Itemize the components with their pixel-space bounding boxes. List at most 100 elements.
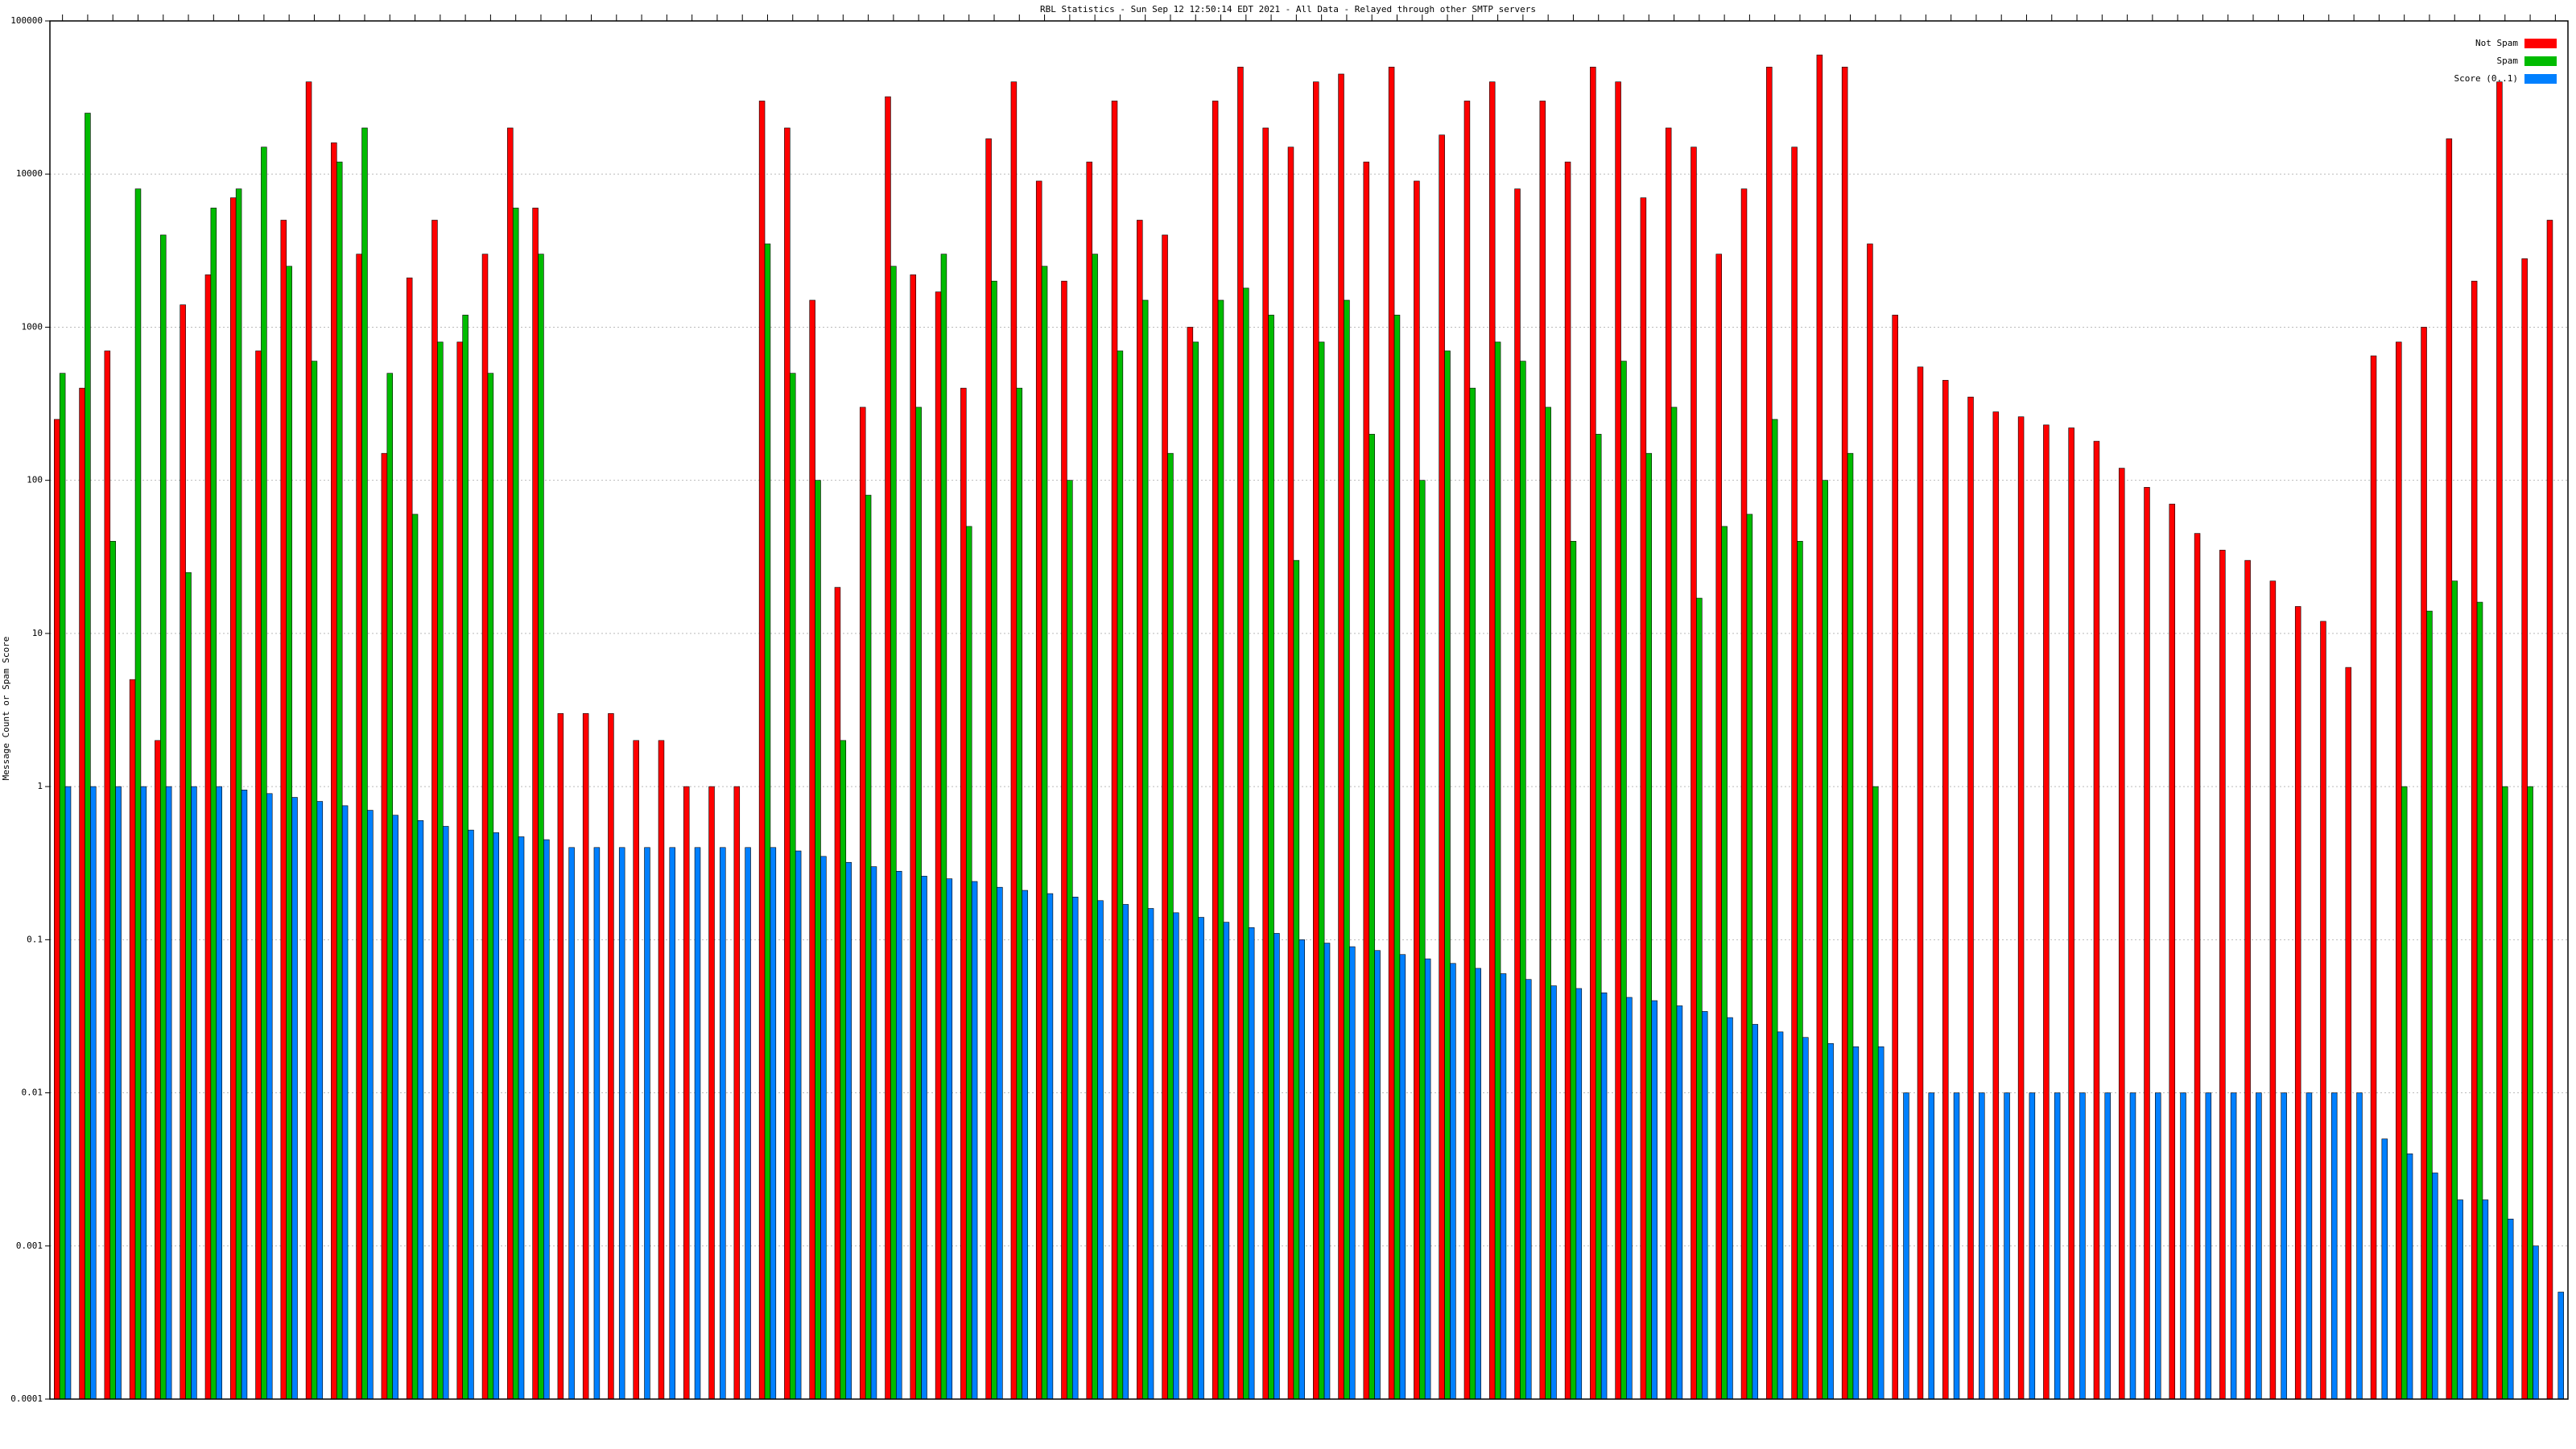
bar xyxy=(1463,101,1471,1400)
bar xyxy=(2356,1092,2363,1400)
bar xyxy=(54,419,60,1400)
bar xyxy=(1298,939,1305,1400)
bar xyxy=(2527,786,2533,1400)
bar xyxy=(1287,147,1294,1400)
bar xyxy=(1525,979,1532,1400)
bar xyxy=(2294,606,2301,1400)
bar xyxy=(1137,220,1143,1400)
bar xyxy=(2155,1092,2161,1400)
bar xyxy=(1313,81,1319,1400)
bar xyxy=(85,113,91,1400)
bar xyxy=(1847,452,1854,1400)
bar xyxy=(1117,350,1124,1400)
bar xyxy=(431,220,438,1400)
bar xyxy=(386,373,394,1400)
bar xyxy=(758,101,766,1400)
bar xyxy=(1147,908,1154,1400)
bar xyxy=(1010,81,1018,1400)
bar xyxy=(885,96,891,1400)
bar xyxy=(229,197,237,1400)
bar xyxy=(1293,559,1300,1400)
bar xyxy=(1419,480,1426,1400)
bar xyxy=(104,350,111,1400)
bar xyxy=(2432,1172,2438,1400)
bar xyxy=(2396,341,2402,1400)
bar xyxy=(532,208,539,1400)
bar xyxy=(381,452,388,1400)
y-tick-label: 10 xyxy=(32,628,43,638)
bar xyxy=(2269,580,2277,1400)
bar xyxy=(2205,1092,2212,1400)
bar xyxy=(1520,361,1526,1400)
bar xyxy=(1595,434,1602,1400)
y-tick-label: 100000 xyxy=(10,15,43,26)
bar xyxy=(960,387,967,1400)
bar xyxy=(1162,234,1168,1400)
bar xyxy=(129,679,136,1400)
y-tick-label: 0.001 xyxy=(16,1241,43,1251)
bar xyxy=(935,291,942,1400)
bar xyxy=(1626,997,1633,1400)
legend-label: Not Spam xyxy=(2475,38,2518,48)
bar xyxy=(140,786,147,1400)
bar xyxy=(64,786,72,1400)
bar xyxy=(2496,81,2503,1400)
bar xyxy=(538,254,544,1400)
y-tick-label: 0.1 xyxy=(27,934,43,944)
bar xyxy=(2004,1092,2010,1400)
bar xyxy=(255,350,262,1400)
bar xyxy=(997,886,1003,1400)
bar xyxy=(1122,904,1129,1400)
bar xyxy=(1344,299,1350,1400)
bar xyxy=(367,810,374,1400)
bar xyxy=(456,341,463,1400)
bar xyxy=(1097,900,1104,1400)
bar xyxy=(1802,1037,1809,1400)
bar xyxy=(1570,541,1577,1400)
bar xyxy=(1600,993,1608,1400)
bar xyxy=(280,220,287,1400)
bar xyxy=(115,786,122,1400)
bar xyxy=(608,713,614,1400)
bar xyxy=(1777,1031,1784,1400)
bar xyxy=(2169,503,2176,1400)
bar xyxy=(2446,138,2453,1400)
bar xyxy=(770,847,777,1400)
bar xyxy=(90,786,97,1400)
bar xyxy=(2345,667,2351,1400)
bar xyxy=(1575,988,1583,1400)
bar xyxy=(1727,1017,1733,1400)
bar xyxy=(311,361,318,1400)
bar xyxy=(2521,258,2528,1400)
bar xyxy=(1841,66,1848,1400)
bar xyxy=(2230,1092,2237,1400)
bar xyxy=(1771,419,1778,1400)
bar xyxy=(361,127,368,1400)
y-tick-label: 10000 xyxy=(16,168,43,179)
bar xyxy=(593,847,601,1400)
bar xyxy=(1349,946,1356,1400)
bar xyxy=(2533,1245,2539,1400)
bar xyxy=(406,277,413,1400)
bar xyxy=(708,786,715,1400)
bar xyxy=(2194,533,2201,1400)
bar xyxy=(1500,973,1507,1400)
bar xyxy=(1797,541,1803,1400)
bar xyxy=(1651,1000,1657,1400)
bar xyxy=(1816,54,1823,1400)
bar xyxy=(1827,1042,1834,1400)
bar xyxy=(1439,134,1445,1400)
bar xyxy=(618,847,625,1400)
legend-swatch xyxy=(2524,39,2557,48)
bar xyxy=(336,161,343,1400)
y-tick-label: 0.01 xyxy=(22,1088,43,1098)
bar xyxy=(1903,1092,1909,1400)
bar xyxy=(1399,954,1406,1400)
bar xyxy=(468,829,474,1400)
bar xyxy=(2426,610,2433,1400)
bar xyxy=(1752,1024,1759,1400)
bar xyxy=(940,254,947,1400)
bar xyxy=(1475,968,1481,1400)
bar xyxy=(2401,786,2408,1400)
